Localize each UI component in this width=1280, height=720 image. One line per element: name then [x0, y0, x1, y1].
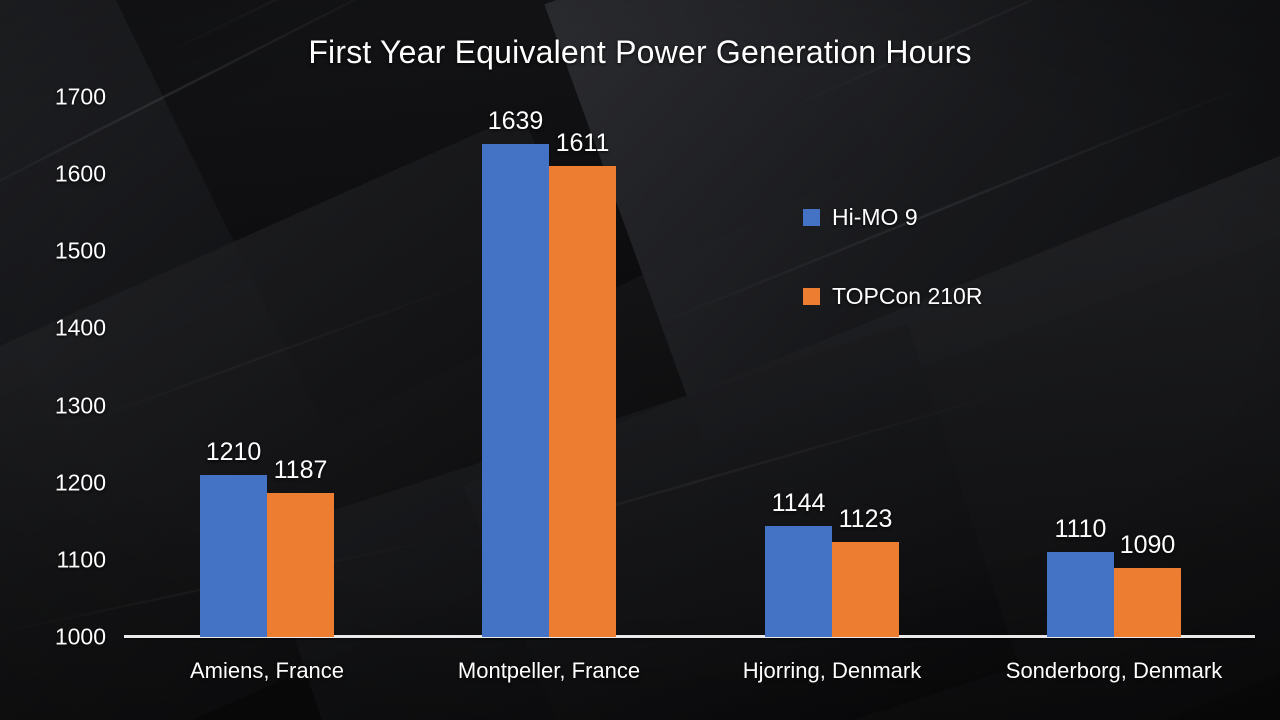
- bar-series-b[interactable]: [1114, 567, 1181, 637]
- y-axis-tick-label: 1500: [54, 237, 106, 264]
- bar-value-label: 1210: [205, 438, 262, 466]
- bar-value-label: 1090: [1119, 530, 1176, 559]
- bar-series-b[interactable]: [549, 165, 616, 637]
- x-axis-category-label: Sonderborg, Denmark: [1005, 658, 1223, 683]
- x-axis-category-label: Amiens, France: [189, 658, 345, 683]
- bar-value-label: 1110: [1054, 515, 1107, 544]
- chart-title: First Year Equivalent Power Generation H…: [308, 34, 972, 70]
- y-axis-tick-label: 1300: [54, 392, 106, 419]
- bar-value-label: 1123: [838, 505, 893, 534]
- bar-series-a[interactable]: [765, 525, 832, 637]
- bar-value-label: 1611: [555, 128, 610, 157]
- legend-swatch-icon: [803, 288, 820, 305]
- bar-series-b[interactable]: [267, 492, 334, 637]
- legend-swatch-icon: [803, 209, 820, 226]
- bar-series-a[interactable]: [482, 144, 549, 637]
- bar-value-label: 1187: [273, 455, 328, 484]
- bar-value-label: 1144: [771, 488, 826, 517]
- x-axis-line: [124, 635, 1255, 638]
- legend-label: TOPCon 210R: [832, 283, 983, 309]
- x-axis-category-label: Montpeller, France: [457, 658, 641, 683]
- y-axis-tick-label: 1100: [56, 546, 106, 573]
- y-axis-tick-label: 1400: [54, 314, 106, 341]
- legend-item-series-a[interactable]: Hi-MO 9: [803, 204, 918, 231]
- legend-label: Hi-MO 9: [832, 204, 918, 230]
- legend-item-series-b[interactable]: TOPCon 210R: [803, 283, 982, 310]
- y-axis-tick-label: 1600: [54, 160, 106, 187]
- bar-series-a[interactable]: [1047, 552, 1114, 637]
- y-axis-tick-label: 1200: [54, 469, 106, 496]
- y-axis-tick-label: 1700: [54, 83, 106, 110]
- bar-series-b[interactable]: [832, 542, 899, 637]
- bar-series-a[interactable]: [200, 475, 267, 637]
- bar-value-label: 1639: [487, 107, 544, 136]
- x-axis-category-label: Hjorring, Denmark: [742, 658, 922, 683]
- y-axis: 1700 1600 1500 1400 1300 1200 1100 1000: [0, 0, 120, 720]
- y-axis-tick-label: 1000: [54, 623, 106, 650]
